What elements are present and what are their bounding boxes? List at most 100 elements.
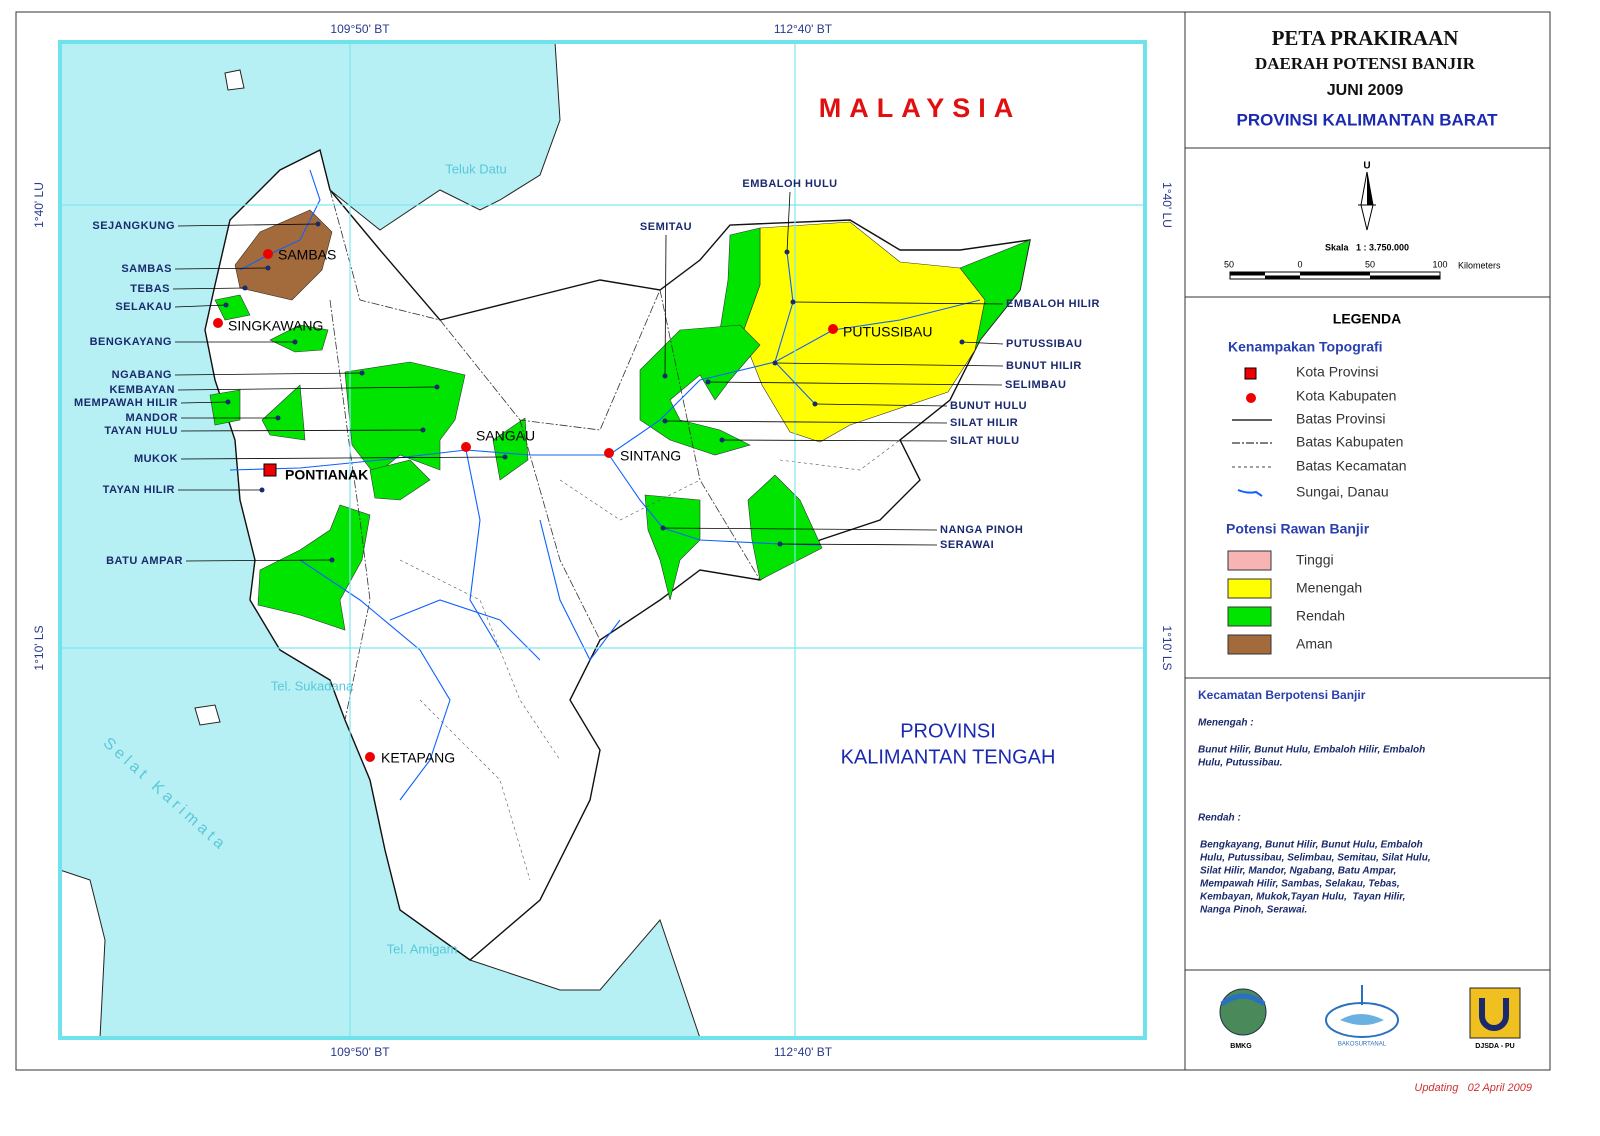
district-point: [359, 370, 365, 376]
district-point: [242, 285, 248, 291]
logo-shape: [1340, 1014, 1384, 1025]
leader-line: [174, 267, 269, 270]
kecamatan-boundary: [399, 559, 561, 761]
zone-aman: [234, 209, 333, 301]
scale-bar: [1265, 275, 1300, 279]
district-point: [812, 401, 818, 407]
legend-item: Menengah: [1296, 580, 1362, 596]
district-point: [719, 437, 725, 443]
zone-rendah: [209, 389, 241, 426]
water-label: Teluk Datu: [445, 161, 506, 176]
district-point: [777, 541, 783, 547]
district-label: SAMBAS: [121, 263, 172, 275]
legend-item: Rendah: [1296, 608, 1345, 624]
district-label: BATU AMPAR: [106, 555, 183, 567]
leader-line: [664, 234, 667, 377]
city-label: SAMBAS: [278, 247, 336, 263]
grid-label: 1°40' LU: [1160, 182, 1174, 228]
leader-line: [662, 527, 938, 531]
district-point: [705, 379, 711, 385]
kecamatan-boundary: [779, 439, 901, 471]
river: [539, 519, 621, 662]
district-point: [420, 427, 426, 433]
district-label: MUKOK: [134, 453, 178, 465]
district-label: SILAT HULU: [950, 435, 1020, 447]
leader-line: [177, 223, 319, 227]
note-label: Rendah :: [1198, 813, 1241, 824]
logo-shape: [1479, 998, 1509, 1031]
district-label: SELIMBAU: [1005, 379, 1066, 391]
leader-line: [792, 301, 1004, 305]
leader-line: [180, 401, 229, 404]
district-point: [784, 249, 790, 255]
city-label: SANGAU: [476, 428, 535, 444]
district-point: [662, 373, 668, 379]
legend-item: Batas Provinsi: [1296, 411, 1385, 427]
kabupaten-boundary: [439, 289, 661, 431]
district-label: TAYAN HULU: [104, 425, 178, 437]
district-label: EMBALOH HULU: [742, 178, 837, 190]
legend-item: Batas Kabupaten: [1296, 434, 1403, 450]
period: JUNI 2009: [1327, 82, 1404, 99]
grid-label: 109°50' BT: [330, 22, 390, 36]
leader-line: [707, 381, 1003, 386]
district-label: SERAWAI: [940, 539, 994, 551]
note-line: Silat Hilir, Mandor, Ngabang, Batu Ampar…: [1200, 866, 1396, 877]
kecamatan-boundary: [419, 699, 531, 881]
grid-label: 112°40' BT: [774, 22, 833, 36]
district-point: [662, 418, 668, 424]
legend-symbol: [1237, 489, 1263, 497]
legend-swatch: [1227, 634, 1272, 655]
north-label: U: [1363, 161, 1370, 172]
leader-line: [721, 439, 948, 442]
river: [465, 449, 501, 651]
grid-label: 109°50' BT: [330, 1045, 390, 1059]
zone-rendah: [261, 384, 306, 441]
district-label: BUNUT HULU: [950, 400, 1027, 412]
note-line: Mempawah Hilir, Sambas, Selakau, Tebas,: [1200, 879, 1400, 890]
regency-capital: [365, 752, 375, 762]
island: [194, 704, 221, 726]
leader-line: [180, 429, 424, 432]
legend-title: LEGENDA: [1333, 311, 1401, 327]
district-point: [259, 487, 265, 493]
kabupaten-boundary: [329, 299, 371, 721]
map-frame: [58, 40, 1147, 1040]
zone-rendah: [639, 324, 761, 456]
zone-rendah: [492, 417, 529, 481]
leader-line: [664, 420, 948, 424]
leader-line: [177, 386, 438, 391]
river: [239, 169, 321, 271]
leader-line: [779, 543, 938, 546]
regency-capital: [604, 448, 614, 458]
leader-line: [174, 372, 363, 376]
legend-swatch: [1227, 550, 1272, 571]
district-point: [434, 384, 440, 390]
river: [229, 299, 981, 471]
kecamatan-boundary: [559, 479, 701, 521]
zone-rendah: [369, 459, 431, 501]
note-line: Nanga Pinoh, Serawai.: [1200, 905, 1307, 916]
legend-item: Aman: [1296, 636, 1333, 652]
side-panel: PETA PRAKIRAAN DAERAH POTENSI BANJIR JUN…: [1185, 26, 1550, 1050]
note-line: Kembayan, Mukok,Tayan Hulu, Tayan Hilir,: [1200, 892, 1405, 903]
district-label: TEBAS: [130, 283, 170, 295]
water-label: Tel. Amigam: [387, 941, 458, 956]
leader-line: [774, 362, 1004, 367]
scale-unit: Kilometers: [1458, 260, 1501, 270]
province-label: PROVINSI: [900, 720, 996, 742]
zone-rendah: [959, 239, 1031, 351]
legend-symbol: [1244, 367, 1257, 380]
regency-capital: [263, 249, 273, 259]
country-label: MALAYSIA: [819, 93, 1022, 123]
province-capital: [263, 463, 277, 477]
scale-tick: 100: [1432, 259, 1447, 269]
district-label: BENGKAYANG: [90, 336, 172, 348]
grid-label: 1°10' LS: [1160, 625, 1174, 670]
legend-section: Potensi Rawan Banjir: [1226, 521, 1370, 537]
district-point: [223, 302, 229, 308]
kabupaten-boundary: [519, 419, 601, 641]
logo-label: DJSDA - PU: [1475, 1043, 1514, 1050]
district-point: [315, 221, 321, 227]
